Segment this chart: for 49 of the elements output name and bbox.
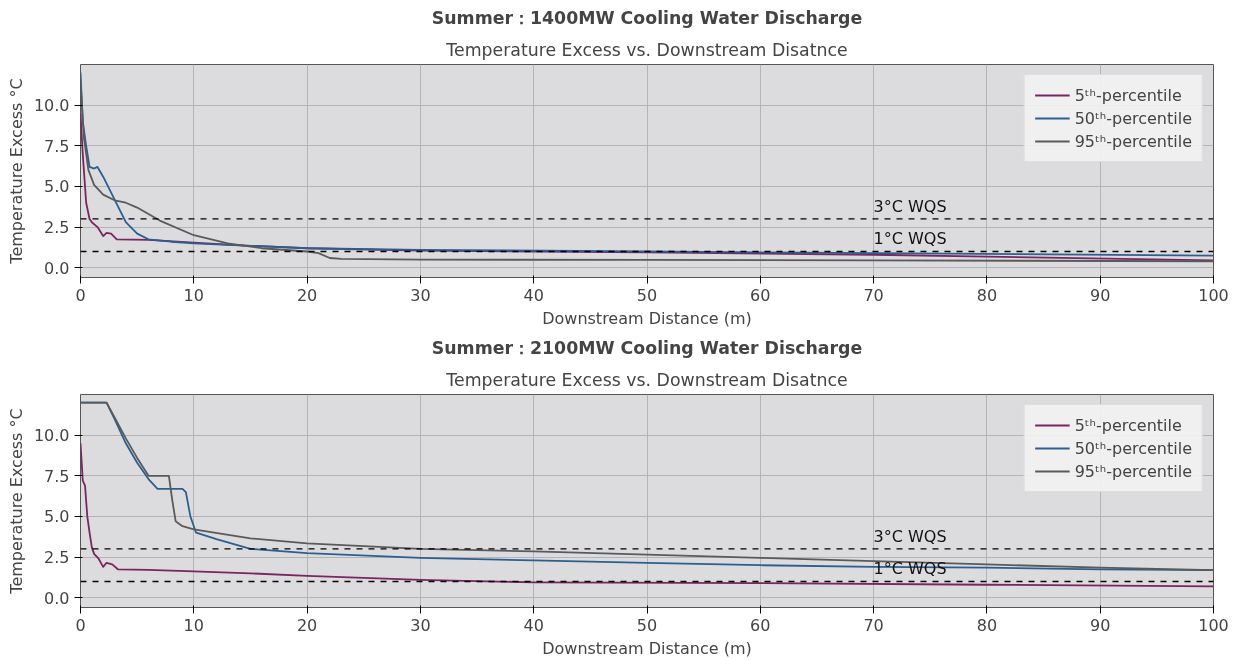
legend-label: 50ᵗʰ-percentile [1074, 108, 1192, 128]
y-tick-label: 0.0 [44, 588, 70, 608]
chart-title: Summer：2100MW Cooling Water Discharge [431, 337, 863, 358]
x-tick-label: 50 [636, 615, 658, 635]
ref-line-label: 3°C WQS [873, 526, 947, 546]
y-axis-title: Temperature Excess °C [6, 78, 26, 265]
x-tick-label: 20 [296, 285, 318, 305]
x-tick-label: 30 [410, 285, 431, 305]
x-tick-label: 30 [410, 615, 431, 635]
legend-label: 95ᵗʰ-percentile [1074, 461, 1192, 481]
y-tick-label: 5.0 [44, 507, 70, 527]
y-tick-label: 10.0 [33, 96, 70, 116]
x-tick-label: 80 [976, 615, 998, 635]
x-tick-label: 20 [296, 615, 318, 635]
x-tick-label: 100 [1198, 285, 1229, 305]
legend-label: 95ᵗʰ-percentile [1074, 131, 1192, 151]
y-tick-label: 2.5 [44, 548, 70, 568]
y-tick-label: 0.0 [44, 258, 70, 278]
x-tick-label: 70 [863, 615, 884, 635]
y-tick-label: 7.5 [44, 136, 70, 156]
x-tick-label: 40 [523, 285, 544, 305]
x-tick-label: 10 [183, 615, 204, 635]
x-tick-label: 60 [750, 615, 771, 635]
x-tick-label: 50 [636, 285, 658, 305]
y-axis-title: Temperature Excess °C [6, 408, 26, 595]
y-tick-label: 7.5 [44, 466, 70, 486]
y-tick-label: 10.0 [33, 426, 70, 446]
x-tick-label: 40 [523, 615, 544, 635]
x-tick-label: 80 [976, 285, 998, 305]
x-tick-label: 90 [1090, 285, 1111, 305]
legend-label: 50ᵗʰ-percentile [1074, 438, 1192, 458]
chart-title: Summer：1400MW Cooling Water Discharge [431, 7, 863, 28]
ref-line-label: 1°C WQS [873, 229, 947, 249]
x-tick-label: 60 [750, 285, 771, 305]
legend-label: 5ᵗʰ-percentile [1074, 415, 1182, 435]
x-tick-label: 0 [75, 285, 86, 305]
y-tick-label: 5.0 [44, 177, 70, 197]
x-tick-label: 90 [1090, 615, 1111, 635]
x-tick-label: 100 [1198, 615, 1229, 635]
x-tick-label: 10 [183, 285, 204, 305]
y-tick-label: 2.5 [44, 218, 70, 238]
chart-subtitle: Temperature Excess vs. Downstream Disatnce [445, 369, 848, 390]
ref-line-label: 3°C WQS [873, 196, 947, 216]
x-axis-title: Downstream Distance (m) [542, 638, 752, 658]
chart-subtitle: Temperature Excess vs. Downstream Disatnce [445, 39, 848, 60]
x-axis-title: Downstream Distance (m) [542, 308, 752, 328]
x-tick-label: 70 [863, 285, 884, 305]
legend-label: 5ᵗʰ-percentile [1074, 85, 1182, 105]
x-tick-label: 0 [75, 615, 86, 635]
